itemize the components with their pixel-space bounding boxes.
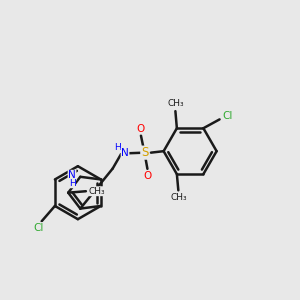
Text: H: H (114, 143, 121, 152)
Text: Cl: Cl (223, 112, 233, 122)
Text: O: O (143, 171, 152, 181)
Text: H: H (69, 179, 75, 188)
Text: CH₃: CH₃ (89, 187, 105, 196)
Text: N: N (68, 170, 76, 180)
Text: CH₃: CH₃ (167, 99, 184, 108)
Text: Cl: Cl (33, 223, 43, 233)
Text: N: N (121, 148, 129, 158)
Text: O: O (137, 124, 145, 134)
Text: CH₃: CH₃ (170, 193, 187, 202)
Text: S: S (141, 146, 148, 159)
